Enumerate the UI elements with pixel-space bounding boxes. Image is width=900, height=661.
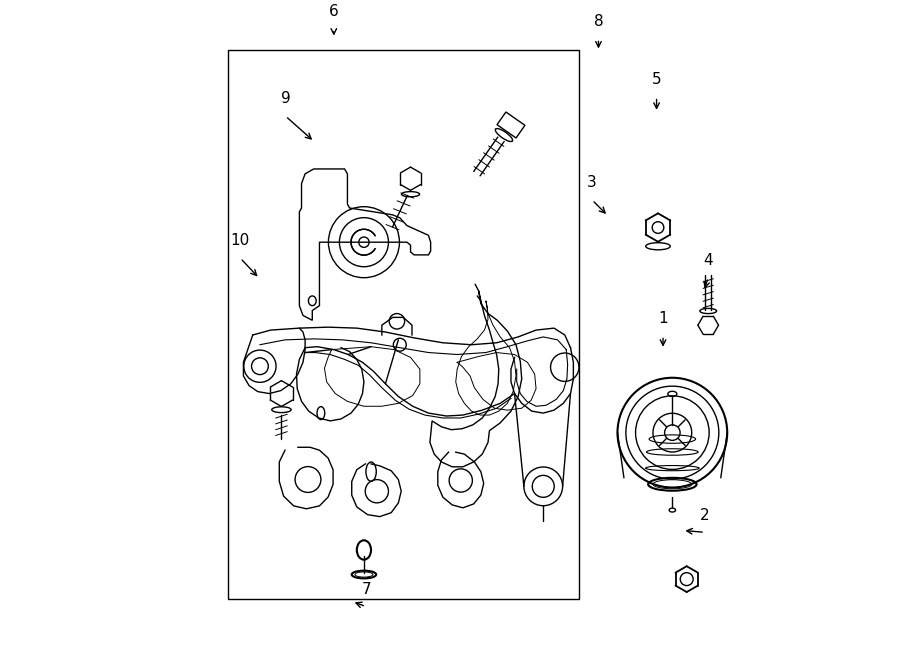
Bar (228, 50, 579, 599)
Text: 6: 6 (328, 4, 338, 19)
Text: 8: 8 (594, 14, 603, 29)
Text: 9: 9 (281, 91, 291, 106)
Text: 10: 10 (230, 233, 250, 249)
Text: 7: 7 (361, 582, 371, 597)
Text: 4: 4 (704, 253, 713, 268)
Text: 3: 3 (587, 175, 597, 190)
Text: 1: 1 (658, 311, 668, 326)
Text: 2: 2 (700, 508, 710, 523)
Text: 5: 5 (652, 72, 662, 87)
